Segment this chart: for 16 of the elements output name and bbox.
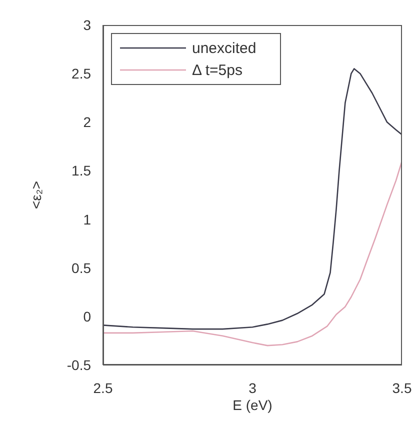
legend-label: unexcited — [192, 40, 256, 56]
y-tick-label: 0.5 — [72, 260, 92, 276]
y-tick-label: 2 — [83, 114, 92, 130]
y-tick-label: 2.5 — [72, 66, 92, 82]
x-tick-label: 3.5 — [392, 380, 412, 396]
legend-label: Δ t=5ps — [192, 62, 242, 78]
line-series — [103, 160, 402, 346]
y-tick-label: 1 — [83, 211, 92, 228]
y-tick-label: 3 — [83, 16, 92, 33]
x-axis-title: E (eV) — [232, 397, 272, 413]
y-axis-title: <ε₂> — [28, 180, 44, 210]
y-tick-label: 1.5 — [72, 162, 92, 179]
y-tick-label: -0.5 — [66, 356, 92, 373]
y-tick-label: 0 — [83, 308, 92, 324]
x-tick-label: 2.5 — [93, 380, 113, 396]
x-tick-label: 3 — [248, 380, 257, 396]
